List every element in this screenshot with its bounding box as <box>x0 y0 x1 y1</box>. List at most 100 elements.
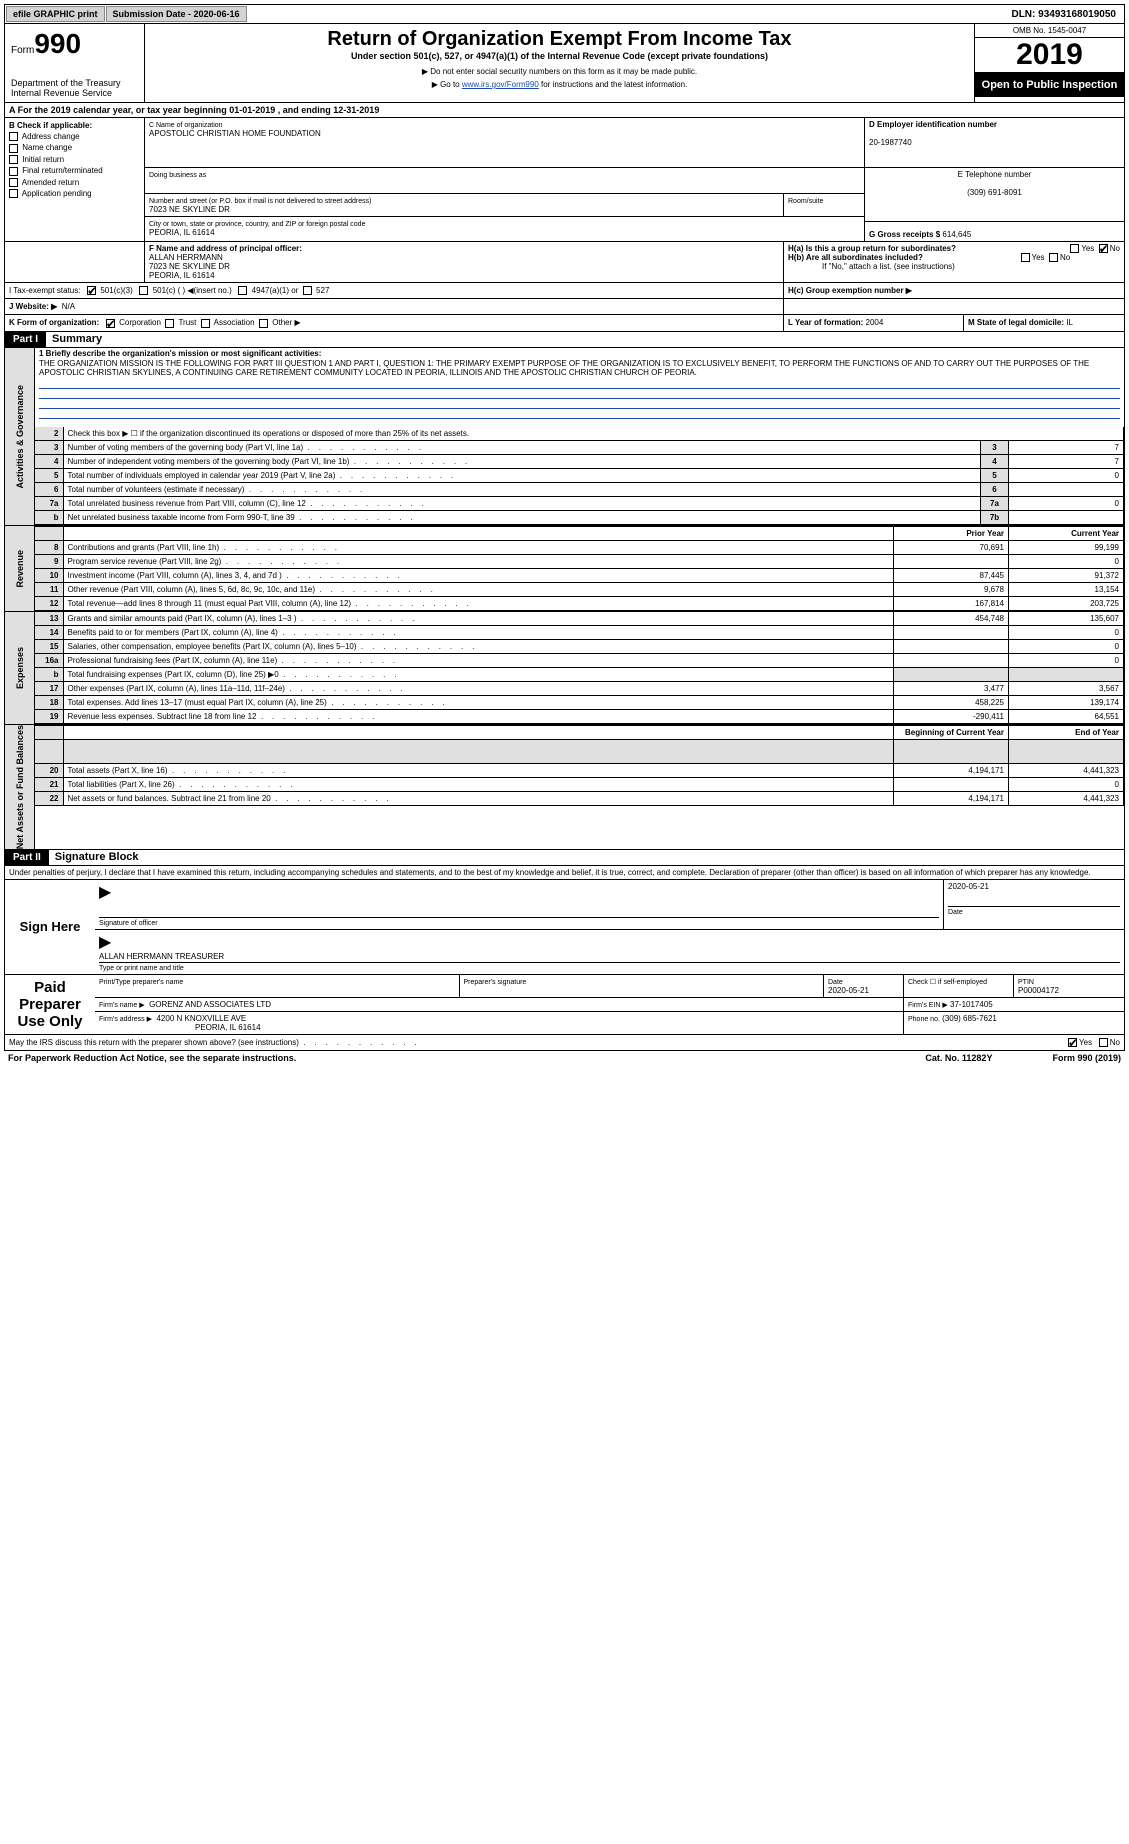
firm-name: GORENZ AND ASSOCIATES LTD <box>149 1000 271 1009</box>
table-row: 15Salaries, other compensation, employee… <box>35 639 1124 653</box>
table-row: bNet unrelated business taxable income f… <box>35 510 1124 524</box>
net-assets-section: Net Assets or Fund Balances Beginning of… <box>4 725 1125 850</box>
i-501c-checkbox[interactable] <box>139 286 148 295</box>
b-checkbox[interactable] <box>9 132 18 141</box>
h-b-note: If "No," attach a list. (see instruction… <box>788 262 1120 271</box>
b-check-item: Initial return <box>9 155 140 164</box>
table-header-row: Prior YearCurrent Year <box>35 526 1124 540</box>
discuss-text: May the IRS discuss this return with the… <box>9 1038 299 1047</box>
officer-name-title: ALLAN HERRMANN TREASURER <box>99 952 224 961</box>
ptin-label: PTIN <box>1018 979 1034 986</box>
table-row: 12Total revenue—add lines 8 through 11 (… <box>35 596 1124 610</box>
open-to-public: Open to Public Inspection <box>975 73 1124 97</box>
section-f-h: F Name and address of principal officer:… <box>4 242 1125 283</box>
self-employed-label: Check ☐ if self-employed <box>908 979 987 986</box>
k-trust-checkbox[interactable] <box>165 319 174 328</box>
f-label: F Name and address of principal officer: <box>149 244 302 253</box>
section-j: J Website: ▶ N/A <box>4 299 1125 315</box>
h-a: H(a) Is this a group return for subordin… <box>788 244 1120 253</box>
b-checkbox[interactable] <box>9 189 18 198</box>
addr-label: Number and street (or P.O. box if mail i… <box>149 198 371 205</box>
firm-phone-label: Phone no. <box>908 1016 940 1023</box>
form-990-label: Form990 <box>11 28 138 60</box>
table-header-row: Beginning of Current YearEnd of Year <box>35 725 1124 739</box>
firm-addr2: PEORIA, IL 61614 <box>99 1023 261 1032</box>
table-row: 22Net assets or fund balances. Subtract … <box>35 791 1124 805</box>
part-1-header: Part ISummary <box>4 332 1125 348</box>
b-checkbox[interactable] <box>9 144 18 153</box>
table-row: 9Program service revenue (Part VIII, lin… <box>35 554 1124 568</box>
table-row: 20Total assets (Part X, line 16)4,194,17… <box>35 763 1124 777</box>
k-other-checkbox[interactable] <box>259 319 268 328</box>
discuss-yes-checkbox[interactable] <box>1068 1038 1077 1047</box>
sign-here-section: Sign Here ▶ Signature of officer 2020-05… <box>4 880 1125 975</box>
discuss-row: May the IRS discuss this return with the… <box>4 1035 1125 1051</box>
part-2-header: Part IISignature Block <box>4 850 1125 866</box>
dept-treasury: Department of the Treasury Internal Reve… <box>11 78 138 98</box>
page-footer: For Paperwork Reduction Act Notice, see … <box>4 1051 1125 1065</box>
paid-preparer-section: Paid Preparer Use Only Print/Type prepar… <box>4 975 1125 1035</box>
sign-here-label: Sign Here <box>5 880 95 974</box>
e-label: E Telephone number <box>958 170 1032 179</box>
b-checkbox[interactable] <box>9 167 18 176</box>
table-row: 10Investment income (Part VIII, column (… <box>35 568 1124 582</box>
k-corp-checkbox[interactable] <box>106 319 115 328</box>
g-label: G Gross receipts $ <box>869 230 940 239</box>
h-b: H(b) Are all subordinates included? Yes … <box>788 253 1120 262</box>
i-501c3-checkbox[interactable] <box>87 286 96 295</box>
gov-side-label: Activities & Governance <box>15 385 25 489</box>
form-subtitle-2: ▶ Do not enter social security numbers o… <box>151 67 968 76</box>
b-checkbox[interactable] <box>9 155 18 164</box>
table-row: 5Total number of individuals employed in… <box>35 468 1124 482</box>
table-row: 2Check this box ▶ ☐ if the organization … <box>35 427 1124 441</box>
irs-link[interactable]: www.irs.gov/Form990 <box>462 80 539 89</box>
rev-side-label: Revenue <box>15 550 25 588</box>
hb-yes-checkbox[interactable] <box>1021 253 1030 262</box>
form-header: Form990 Department of the Treasury Inter… <box>4 24 1125 103</box>
form-subtitle-1: Under section 501(c), 527, or 4947(a)(1)… <box>151 51 968 61</box>
mission-intro: 1 Briefly describe the organization's mi… <box>39 349 321 358</box>
firm-ein-label: Firm's EIN ▶ <box>908 1002 948 1009</box>
b-check-item: Application pending <box>9 189 140 198</box>
revenue-table: Prior YearCurrent Year8Contributions and… <box>35 526 1124 611</box>
prep-sig-label: Preparer's signature <box>464 979 527 986</box>
website: N/A <box>62 302 75 311</box>
section-b-to-g: B Check if applicable: Address change Na… <box>4 118 1125 242</box>
i-label: I Tax-exempt status: <box>9 286 80 295</box>
dln: DLN: 93493168019050 <box>1011 9 1124 20</box>
b-checkbox[interactable] <box>9 178 18 187</box>
revenue-section: Revenue Prior YearCurrent Year8Contribut… <box>4 526 1125 612</box>
c-name-label: C Name of organization <box>149 122 223 129</box>
firm-phone: (309) 685-7621 <box>942 1014 997 1023</box>
k-assoc-checkbox[interactable] <box>201 319 210 328</box>
section-i-hc: I Tax-exempt status: 501(c)(3) 501(c) ( … <box>4 283 1125 299</box>
k-label: K Form of organization: <box>9 318 99 327</box>
ein: 20-1987740 <box>869 138 912 147</box>
ha-no-checkbox[interactable] <box>1099 244 1108 253</box>
j-label: J Website: ▶ <box>9 302 57 311</box>
footer-cat: Cat. No. 11282Y <box>925 1053 992 1063</box>
print-name-label: Print/Type preparer's name <box>99 979 183 986</box>
b-check-item: Address change <box>9 132 140 141</box>
exp-side-label: Expenses <box>15 647 25 689</box>
firm-name-label: Firm's name ▶ <box>99 1002 145 1009</box>
efile-print-button[interactable]: efile GRAPHIC print <box>6 6 105 22</box>
hb-no-checkbox[interactable] <box>1049 253 1058 262</box>
city-label: City or town, state or province, country… <box>149 221 365 228</box>
paid-preparer-label: Paid Preparer Use Only <box>5 975 95 1034</box>
i-4947-checkbox[interactable] <box>238 286 247 295</box>
discuss-no-checkbox[interactable] <box>1099 1038 1108 1047</box>
form-title: Return of Organization Exempt From Incom… <box>151 28 968 51</box>
officer-addr1: 7023 NE SKYLINE DR <box>149 262 230 271</box>
table-row: 17Other expenses (Part IX, column (A), l… <box>35 681 1124 695</box>
table-row: 3Number of voting members of the governi… <box>35 440 1124 454</box>
expenses-section: Expenses 13Grants and similar amounts pa… <box>4 612 1125 725</box>
prep-date-label: Date <box>828 979 843 986</box>
i-527-checkbox[interactable] <box>303 286 312 295</box>
ha-yes-checkbox[interactable] <box>1070 244 1079 253</box>
table-row: 11Other revenue (Part VIII, column (A), … <box>35 582 1124 596</box>
sig-officer-label: Signature of officer <box>99 920 158 927</box>
b-heading: B Check if applicable: <box>9 121 140 130</box>
governance-table: 2Check this box ▶ ☐ if the organization … <box>35 427 1124 525</box>
officer-name: ALLAN HERRMANN <box>149 253 223 262</box>
